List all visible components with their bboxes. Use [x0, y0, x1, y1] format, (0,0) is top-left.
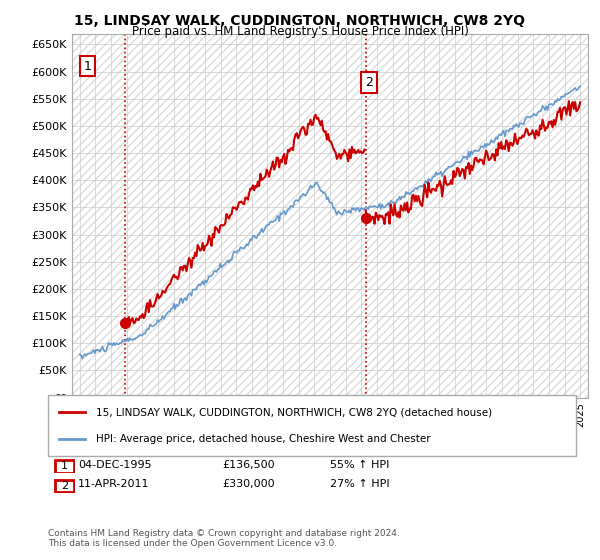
Text: 15, LINDSAY WALK, CUDDINGTON, NORTHWICH, CW8 2YQ: 15, LINDSAY WALK, CUDDINGTON, NORTHWICH,… [74, 14, 526, 28]
FancyBboxPatch shape [55, 460, 74, 473]
FancyBboxPatch shape [48, 395, 576, 456]
Text: 55% ↑ HPI: 55% ↑ HPI [330, 460, 389, 470]
Text: 11-APR-2011: 11-APR-2011 [78, 479, 149, 489]
Text: Contains HM Land Registry data © Crown copyright and database right 2024.
This d: Contains HM Land Registry data © Crown c… [48, 529, 400, 548]
Text: HPI: Average price, detached house, Cheshire West and Chester: HPI: Average price, detached house, Ches… [95, 434, 430, 444]
Text: £136,500: £136,500 [222, 460, 275, 470]
Text: 1: 1 [61, 461, 68, 471]
Text: 1: 1 [83, 60, 92, 73]
Text: 15, LINDSAY WALK, CUDDINGTON, NORTHWICH, CW8 2YQ (detached house): 15, LINDSAY WALK, CUDDINGTON, NORTHWICH,… [95, 407, 491, 417]
Text: 2: 2 [365, 76, 373, 89]
Text: Price paid vs. HM Land Registry's House Price Index (HPI): Price paid vs. HM Land Registry's House … [131, 25, 469, 38]
FancyBboxPatch shape [55, 479, 74, 492]
Text: 04-DEC-1995: 04-DEC-1995 [78, 460, 152, 470]
Text: £330,000: £330,000 [222, 479, 275, 489]
Text: 27% ↑ HPI: 27% ↑ HPI [330, 479, 389, 489]
Text: 2: 2 [61, 481, 68, 491]
